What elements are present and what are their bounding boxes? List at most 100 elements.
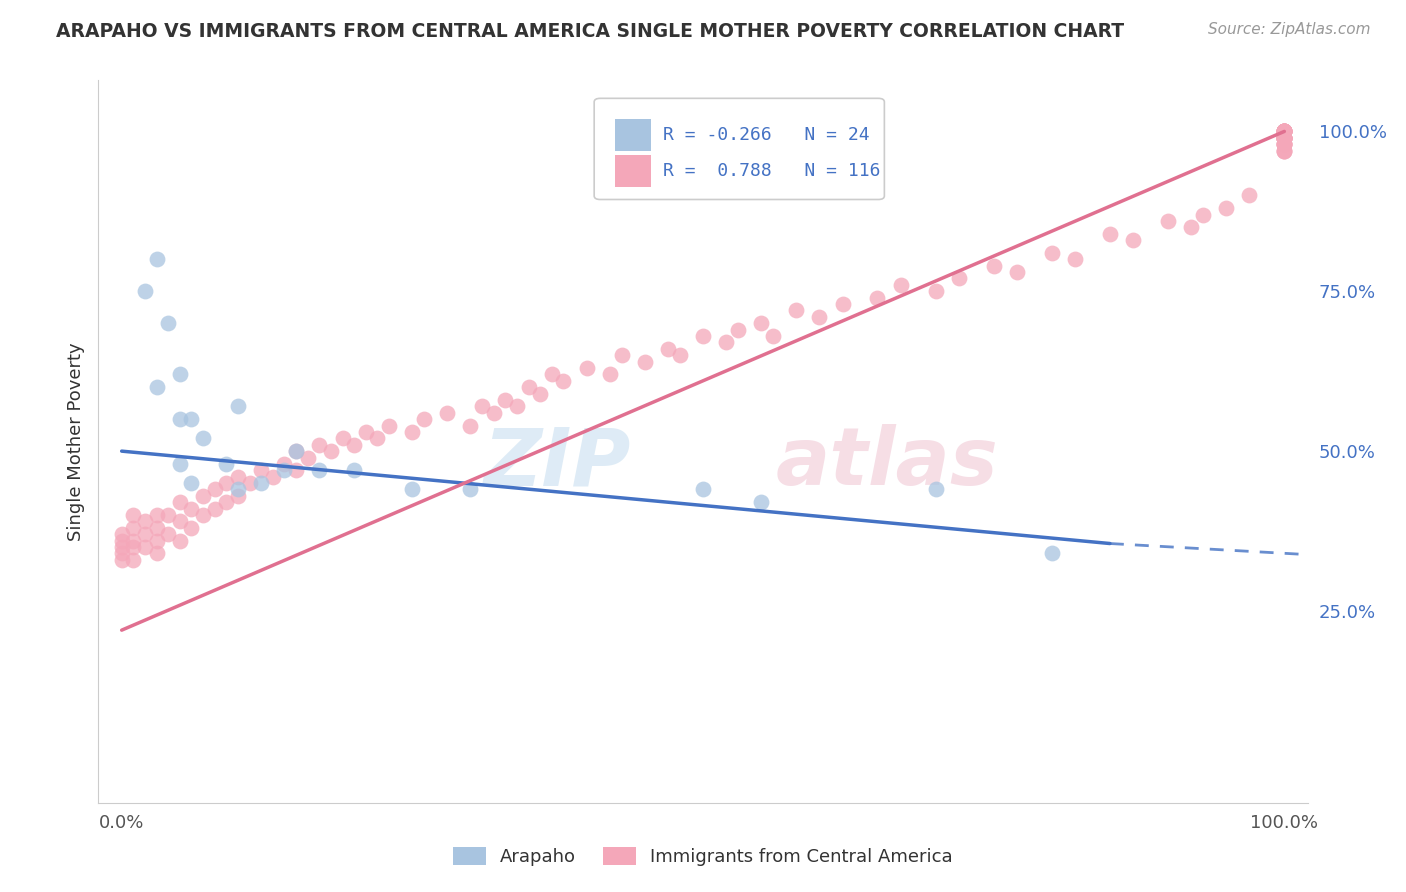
Point — [169, 495, 191, 509]
Point — [529, 386, 551, 401]
Point — [749, 495, 772, 509]
Point — [1239, 188, 1261, 202]
Point — [226, 483, 249, 497]
Point — [1272, 137, 1295, 152]
Point — [134, 285, 156, 299]
Point — [273, 457, 295, 471]
Point — [692, 483, 714, 497]
Point — [436, 406, 458, 420]
Bar — [614, 120, 651, 151]
Point — [1272, 137, 1295, 152]
Point — [716, 335, 738, 350]
Point — [354, 425, 377, 439]
Point — [169, 457, 191, 471]
Point — [111, 527, 134, 541]
Point — [808, 310, 831, 324]
Point — [366, 431, 388, 445]
Point — [460, 418, 482, 433]
Point — [1272, 124, 1295, 138]
Point — [111, 533, 134, 548]
Point — [924, 483, 946, 497]
Point — [111, 540, 134, 554]
Point — [517, 380, 540, 394]
Point — [540, 368, 562, 382]
Point — [204, 483, 226, 497]
Point — [1040, 546, 1063, 560]
Point — [1272, 144, 1295, 158]
Point — [180, 501, 202, 516]
Point — [157, 316, 180, 330]
Point — [191, 431, 214, 445]
Bar — [614, 155, 651, 187]
Point — [1272, 124, 1295, 138]
Point — [180, 521, 202, 535]
Point — [250, 476, 273, 491]
Point — [1272, 131, 1295, 145]
Point — [215, 457, 238, 471]
Point — [1272, 131, 1295, 145]
Text: ZIP: ZIP — [484, 425, 630, 502]
Point — [191, 508, 214, 522]
Text: ARAPAHO VS IMMIGRANTS FROM CENTRAL AMERICA SINGLE MOTHER POVERTY CORRELATION CHA: ARAPAHO VS IMMIGRANTS FROM CENTRAL AMERI… — [56, 22, 1125, 41]
Point — [378, 418, 401, 433]
Point — [1272, 124, 1295, 138]
Point — [983, 259, 1005, 273]
Point — [145, 521, 167, 535]
Point — [1272, 124, 1295, 138]
Point — [1272, 144, 1295, 158]
Point — [191, 489, 214, 503]
Point — [343, 438, 366, 452]
Point — [145, 533, 167, 548]
Point — [692, 329, 714, 343]
Point — [134, 527, 156, 541]
Point — [145, 252, 167, 267]
Point — [122, 521, 145, 535]
Point — [1272, 131, 1295, 145]
Point — [1272, 124, 1295, 138]
Point — [157, 527, 180, 541]
Point — [122, 540, 145, 554]
Point — [727, 323, 749, 337]
Text: Source: ZipAtlas.com: Source: ZipAtlas.com — [1208, 22, 1371, 37]
Point — [1272, 124, 1295, 138]
Point — [553, 374, 575, 388]
Point — [1272, 137, 1295, 152]
Point — [169, 368, 191, 382]
Point — [111, 553, 134, 567]
Text: atlas: atlas — [776, 425, 998, 502]
Point — [204, 501, 226, 516]
Point — [180, 412, 202, 426]
Point — [1272, 144, 1295, 158]
Y-axis label: Single Mother Poverty: Single Mother Poverty — [66, 343, 84, 541]
Point — [506, 400, 529, 414]
Point — [1064, 252, 1087, 267]
Point — [1215, 201, 1237, 215]
Point — [1272, 124, 1295, 138]
Point — [285, 444, 308, 458]
Point — [599, 368, 621, 382]
Point — [319, 444, 342, 458]
Point — [924, 285, 946, 299]
Point — [332, 431, 354, 445]
Point — [122, 533, 145, 548]
Point — [297, 450, 319, 465]
Point — [890, 277, 912, 292]
Point — [610, 348, 633, 362]
Point — [668, 348, 690, 362]
Point — [122, 553, 145, 567]
FancyBboxPatch shape — [595, 98, 884, 200]
Point — [785, 303, 807, 318]
Text: R =  0.788   N = 116: R = 0.788 N = 116 — [664, 162, 880, 180]
Point — [1272, 131, 1295, 145]
Point — [1040, 246, 1063, 260]
Point — [1272, 131, 1295, 145]
Point — [401, 483, 423, 497]
Point — [460, 483, 482, 497]
Point — [157, 508, 180, 522]
Point — [169, 515, 191, 529]
Point — [575, 361, 598, 376]
Point — [749, 316, 772, 330]
Point — [1272, 131, 1295, 145]
Point — [134, 515, 156, 529]
Point — [145, 508, 167, 522]
